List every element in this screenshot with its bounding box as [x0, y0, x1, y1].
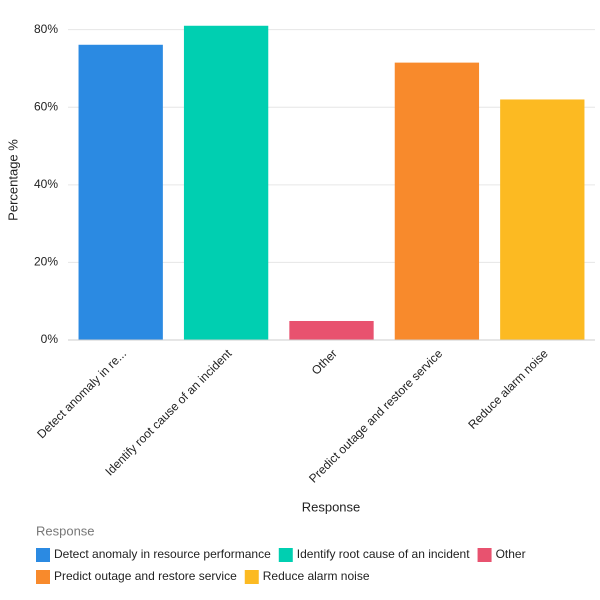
y-tick-label: 20%	[34, 255, 58, 269]
bar	[289, 320, 374, 340]
y-tick-label: 80%	[34, 22, 58, 36]
x-axis-label: Response	[302, 499, 361, 514]
y-tick-label: 60%	[34, 99, 58, 113]
y-tick-label: 40%	[34, 177, 58, 191]
x-tick-label: Other	[309, 346, 340, 377]
bar	[183, 25, 269, 341]
legend-label: Other	[496, 547, 526, 561]
bar	[394, 62, 480, 341]
bar	[78, 44, 163, 340]
legend-swatch	[477, 548, 492, 562]
x-tick-label: Reduce alarm noise	[465, 346, 551, 432]
y-axis-label: Percentage %	[5, 139, 20, 221]
legend-swatch	[36, 570, 50, 584]
legend-label: Detect anomaly in resource performance	[54, 547, 271, 561]
legend-title: Response	[36, 523, 95, 538]
legend-swatch	[278, 548, 293, 562]
legend-swatch	[36, 548, 50, 562]
legend-label: Predict outage and restore service	[54, 569, 237, 583]
x-tick-label: Identify root cause of an incident	[102, 346, 235, 479]
legend-label: Reduce alarm noise	[263, 569, 370, 583]
bar	[500, 99, 585, 340]
legend-swatch	[244, 570, 259, 584]
y-tick-label: 0%	[41, 332, 59, 346]
legend-label: Identify root cause of an incident	[297, 547, 470, 561]
x-tick-label: Detect anomaly in re...	[34, 346, 129, 441]
